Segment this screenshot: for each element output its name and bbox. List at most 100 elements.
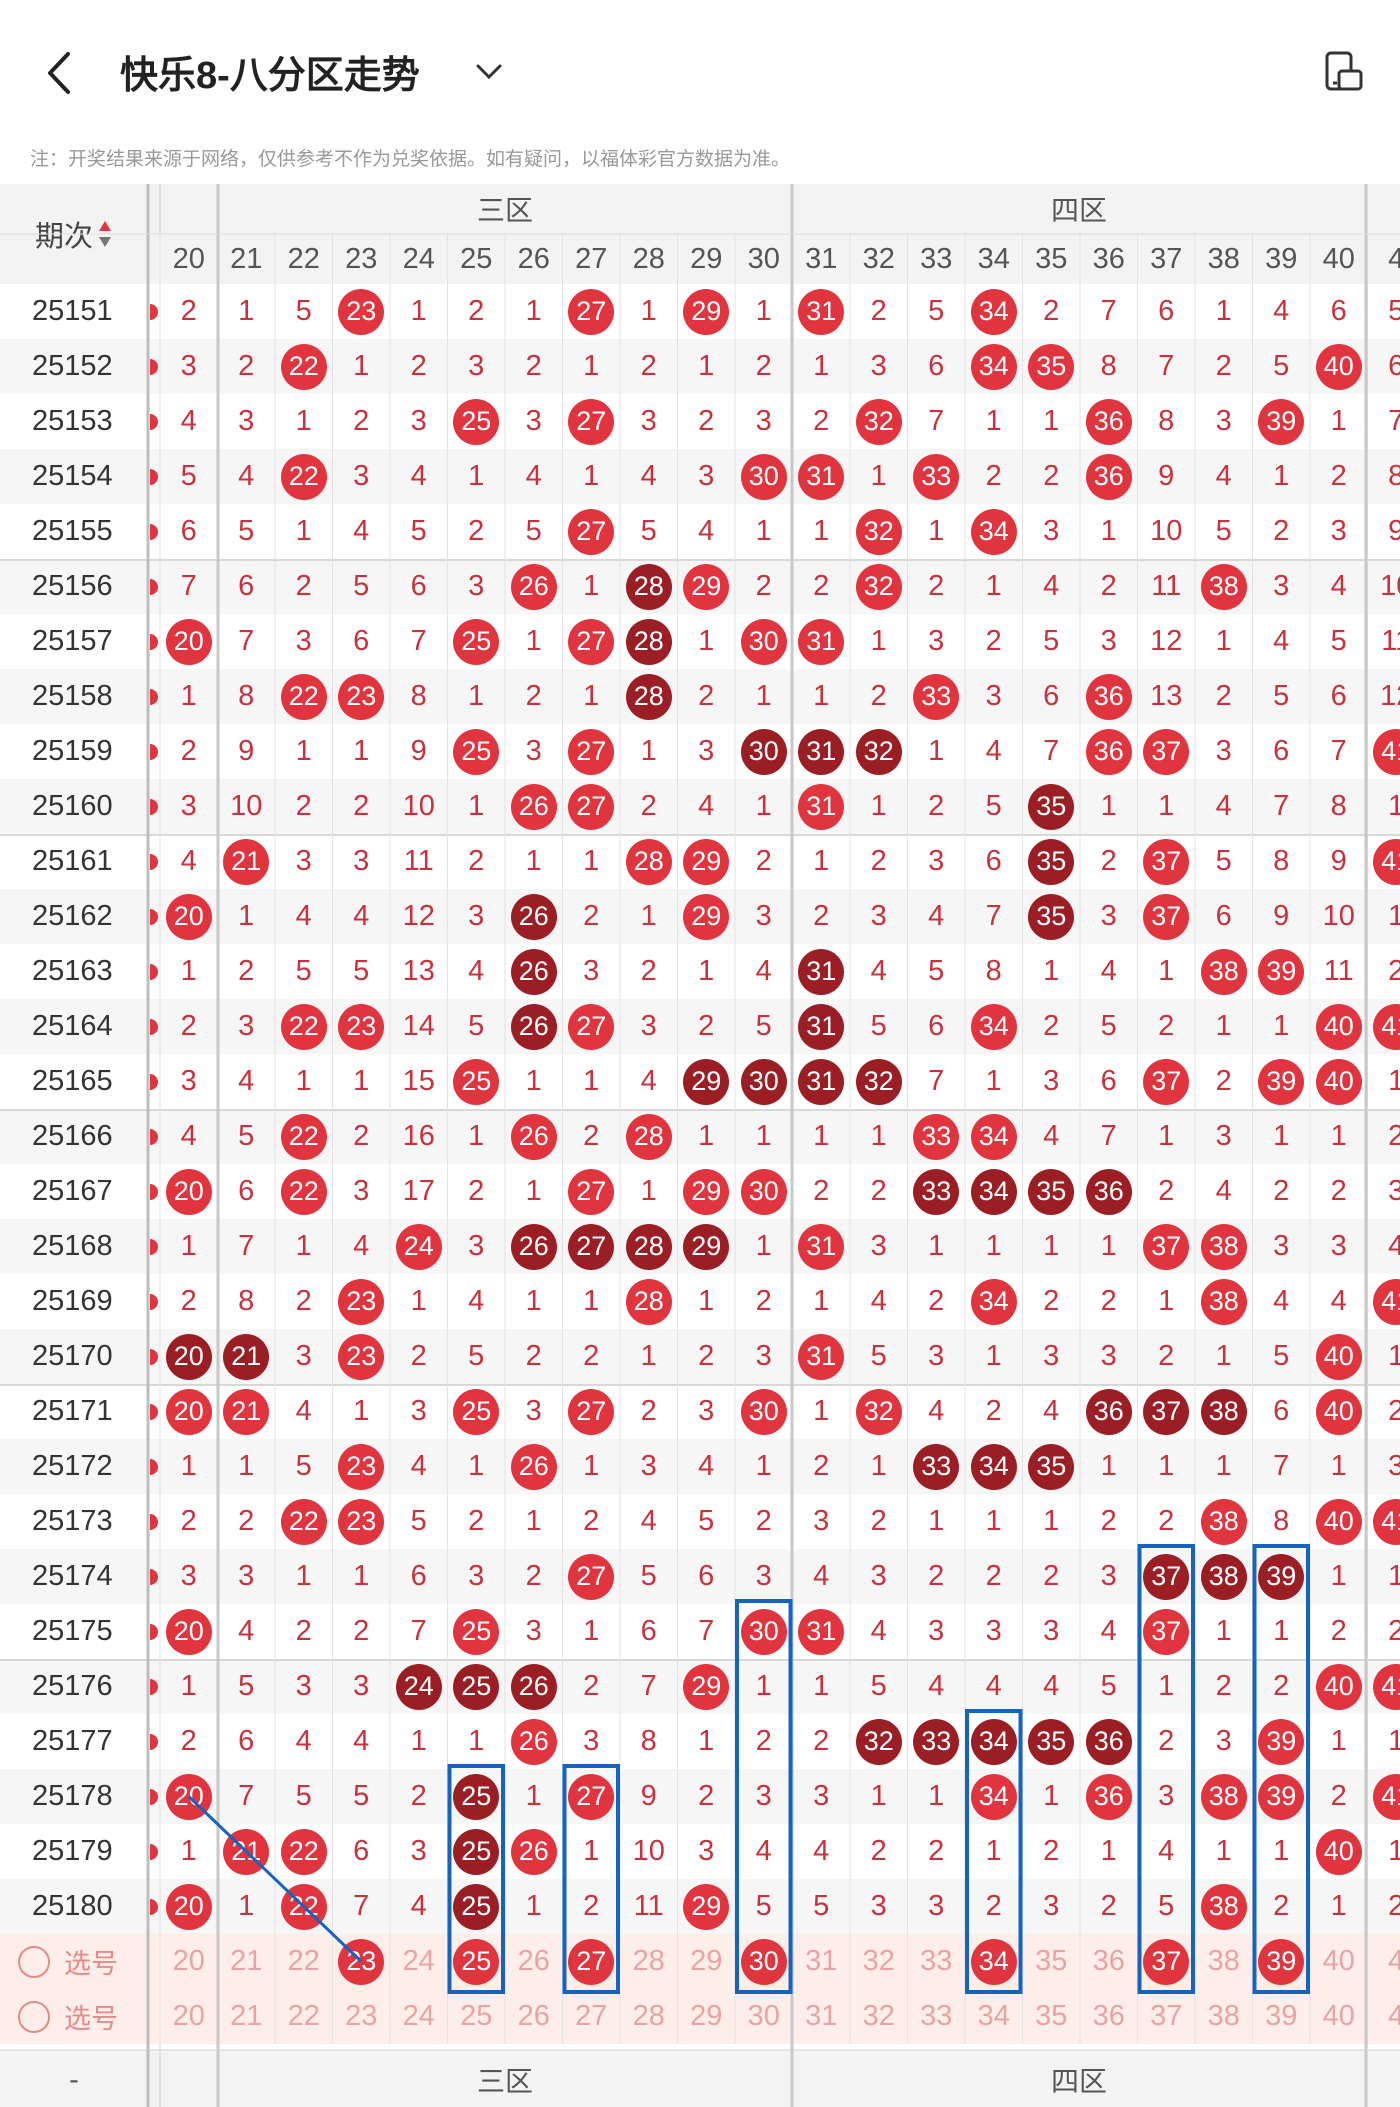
table-cell: 40 bbox=[1310, 1054, 1368, 1109]
table-cell: 2 bbox=[160, 1714, 218, 1769]
table-cell: 1 bbox=[908, 724, 966, 779]
table-cell: 4 bbox=[448, 944, 506, 999]
select-number-22[interactable]: 22 bbox=[275, 1989, 333, 2044]
selected-number-ball[interactable]: 37 bbox=[1143, 1938, 1190, 1985]
selected-number-ball[interactable]: 23 bbox=[338, 1938, 385, 1985]
selected-number-ball[interactable]: 34 bbox=[970, 1938, 1017, 1985]
select-number-32[interactable]: 32 bbox=[850, 1934, 908, 1989]
select-number-27[interactable]: 27 bbox=[563, 1934, 621, 1989]
prev-column-edge bbox=[148, 1439, 160, 1494]
miss-count: 10 bbox=[1380, 570, 1400, 602]
select-number-39[interactable]: 39 bbox=[1253, 1989, 1311, 2044]
select-number-22[interactable]: 22 bbox=[275, 1934, 333, 1989]
select-number-28[interactable]: 28 bbox=[620, 1989, 678, 2044]
miss-count: 1 bbox=[1273, 1010, 1290, 1042]
select-number-39[interactable]: 39 bbox=[1253, 1934, 1311, 1989]
select-number-27[interactable]: 27 bbox=[563, 1989, 621, 2044]
period-header[interactable]: 期次 bbox=[0, 184, 148, 284]
select-number-21[interactable]: 21 bbox=[218, 1934, 276, 1989]
select-number-25[interactable]: 25 bbox=[448, 1989, 506, 2044]
select-number-24[interactable]: 24 bbox=[390, 1989, 448, 2044]
select-number-26[interactable]: 26 bbox=[505, 1934, 563, 1989]
select-radio[interactable] bbox=[18, 1945, 50, 1978]
table-cell: 3 bbox=[850, 1879, 908, 1934]
table-cell: 32 bbox=[850, 559, 908, 614]
select-number-41[interactable]: 4 bbox=[1368, 1989, 1400, 2044]
select-number-41[interactable]: 4 bbox=[1368, 1934, 1400, 1989]
select-number-25[interactable]: 25 bbox=[448, 1934, 506, 1989]
screen-toggle-button[interactable] bbox=[1322, 50, 1366, 94]
select-number-23[interactable]: 23 bbox=[333, 1989, 391, 2044]
miss-count: 5 bbox=[410, 515, 427, 547]
select-number-31[interactable]: 31 bbox=[793, 1989, 851, 2044]
select-number-29[interactable]: 29 bbox=[678, 1934, 736, 1989]
select-number-34[interactable]: 34 bbox=[965, 1989, 1023, 2044]
table-cell: 2 bbox=[793, 889, 851, 944]
select-number-38[interactable]: 38 bbox=[1195, 1989, 1253, 2044]
miss-count: 1 bbox=[1100, 1835, 1117, 1867]
select-number-36[interactable]: 36 bbox=[1080, 1934, 1138, 1989]
selected-number-ball[interactable]: 25 bbox=[453, 1938, 500, 1985]
miss-count: 1 bbox=[1330, 1890, 1347, 1922]
select-number-40[interactable]: 40 bbox=[1310, 1989, 1368, 2044]
selected-number-ball[interactable]: 27 bbox=[568, 1938, 615, 1985]
miss-count: 2 bbox=[640, 955, 657, 987]
prev-column-ball-edge bbox=[150, 1844, 158, 1860]
number-ball: 34 bbox=[970, 1168, 1017, 1215]
select-number-20[interactable]: 20 bbox=[160, 1934, 218, 1989]
number-ball: 37 bbox=[1143, 1553, 1190, 1600]
table-cell: 2 bbox=[1138, 1164, 1196, 1219]
select-number-23[interactable]: 23 bbox=[333, 1934, 391, 1989]
select-number-24[interactable]: 24 bbox=[390, 1934, 448, 1989]
select-number-36[interactable]: 36 bbox=[1080, 1989, 1138, 2044]
select-row-label[interactable]: 选号 bbox=[0, 1989, 148, 2044]
table-cell: 3 bbox=[563, 1714, 621, 1769]
sort-updown-icon[interactable] bbox=[97, 219, 113, 249]
miss-count: 2 bbox=[1273, 1890, 1290, 1922]
selected-number-ball[interactable]: 30 bbox=[740, 1938, 787, 1985]
select-number-33[interactable]: 33 bbox=[908, 1989, 966, 2044]
table-cell: 7 bbox=[1080, 1109, 1138, 1164]
miss-count: 5 bbox=[525, 515, 542, 547]
select-number-32[interactable]: 32 bbox=[850, 1989, 908, 2044]
table-cell: 3 bbox=[505, 1604, 563, 1659]
number-ball: 32 bbox=[855, 1058, 902, 1105]
select-number-30[interactable]: 30 bbox=[735, 1989, 793, 2044]
select-number-38[interactable]: 38 bbox=[1195, 1934, 1253, 1989]
table-cell: 1 bbox=[1195, 284, 1253, 339]
prev-column-edge bbox=[148, 834, 160, 889]
select-number-31[interactable]: 31 bbox=[793, 1934, 851, 1989]
table-cell: 9 bbox=[1368, 504, 1400, 559]
select-number-21[interactable]: 21 bbox=[218, 1989, 276, 2044]
miss-count: 2 bbox=[698, 1340, 715, 1372]
table-cell: 1 bbox=[160, 1824, 218, 1879]
table-cell: 28 bbox=[620, 614, 678, 669]
table-cell: 1 bbox=[1080, 779, 1138, 834]
select-row-label[interactable]: 选号 bbox=[0, 1934, 148, 1989]
select-number-30[interactable]: 30 bbox=[735, 1934, 793, 1989]
miss-count: 3 bbox=[583, 955, 600, 987]
select-number-20[interactable]: 20 bbox=[160, 1989, 218, 2044]
table-cell: 2 bbox=[678, 669, 736, 724]
select-number-37[interactable]: 37 bbox=[1138, 1989, 1196, 2044]
select-number-35[interactable]: 35 bbox=[1023, 1934, 1081, 1989]
zone-label-4: 四区 bbox=[792, 184, 1366, 234]
select-radio[interactable] bbox=[18, 2000, 50, 2033]
select-number-35[interactable]: 35 bbox=[1023, 1989, 1081, 2044]
select-number-33[interactable]: 33 bbox=[908, 1934, 966, 1989]
select-number-26[interactable]: 26 bbox=[505, 1989, 563, 2044]
select-number-40[interactable]: 40 bbox=[1310, 1934, 1368, 1989]
miss-count: 2 bbox=[295, 570, 312, 602]
title-dropdown-button[interactable] bbox=[472, 56, 506, 86]
miss-count: 12 bbox=[1150, 625, 1183, 657]
back-button[interactable] bbox=[40, 48, 80, 98]
select-number-37[interactable]: 37 bbox=[1138, 1934, 1196, 1989]
select-number-34[interactable]: 34 bbox=[965, 1934, 1023, 1989]
select-number-28[interactable]: 28 bbox=[620, 1934, 678, 1989]
table-cell: 39 bbox=[1253, 1054, 1311, 1109]
miss-count: 1 bbox=[1043, 955, 1060, 987]
table-cell: 3 bbox=[735, 889, 793, 944]
select-number-29[interactable]: 29 bbox=[678, 1989, 736, 2044]
miss-count: 3 bbox=[1100, 900, 1117, 932]
selected-number-ball[interactable]: 39 bbox=[1258, 1938, 1305, 1985]
